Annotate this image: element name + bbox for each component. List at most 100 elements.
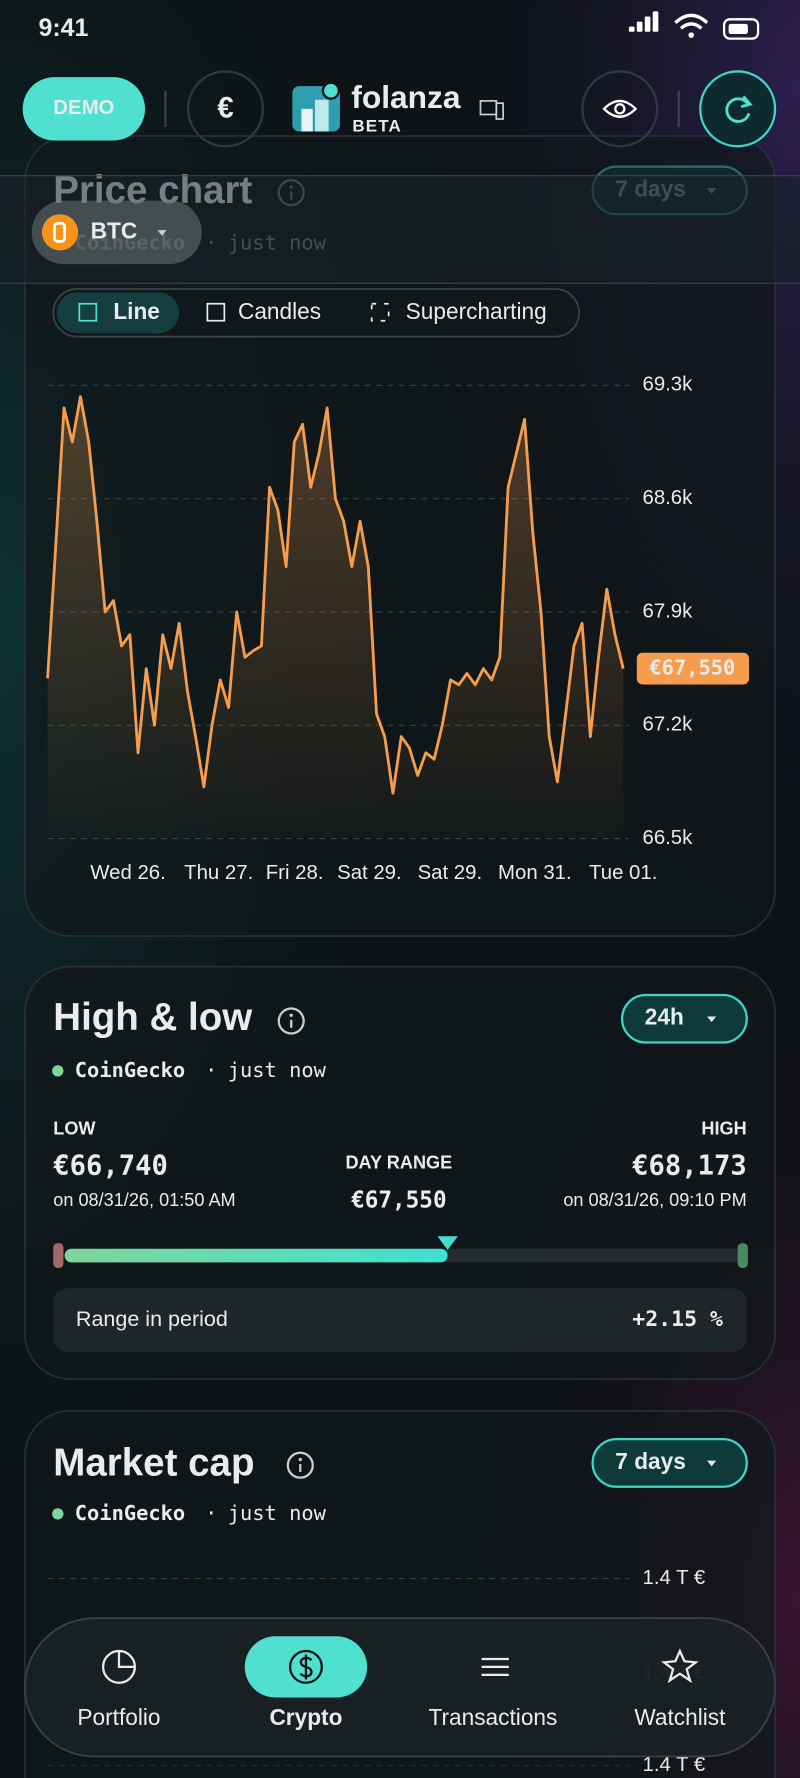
brand-badge: BETA [352,116,402,135]
signal-icon [628,26,635,32]
x-tick-label: Fri 28. [266,862,324,884]
period-dropdown-label: 24h [645,1004,684,1030]
tab-bar [52,288,580,338]
info-icon[interactable] [286,1451,314,1479]
x-tick-label: Wed 26. [90,862,166,884]
bitcoin-icon-mark [52,221,67,243]
low-label: LOW [53,1119,96,1139]
bottom-nav [24,1617,776,1758]
nav-label: Crypto [269,1704,342,1730]
price-line [46,395,625,795]
period-dropdown-label: 7 days [615,1448,686,1474]
logo [301,108,313,132]
current-value: €67,550 [351,1188,446,1214]
status-dot [52,1508,64,1520]
nav-icon [299,1654,313,1680]
y-tick-label: 67.9k [642,600,693,622]
nav-label: Transactions [428,1704,557,1730]
brand: folanza [351,79,461,115]
range-label: DAY RANGE [345,1153,452,1173]
separator: · [205,1058,217,1082]
dropdown-caret [157,230,167,236]
info-icon[interactable] [277,1007,305,1035]
low-time: on 08/31/26, 01:50 AM [53,1190,235,1210]
nav-icon [661,1648,699,1684]
period-dropdown[interactable] [620,993,748,1044]
y-tick-label: 67.2k [642,714,693,736]
updated: just now [228,1501,327,1525]
y-tick-label: 1.4 T € [642,1754,705,1776]
separator: · [205,1501,217,1525]
tab-icon [370,302,390,322]
price-area [47,396,624,839]
x-tick-label: Mon 31. [498,862,572,884]
dropdown-caret [707,1016,717,1023]
current-price-tag [636,652,750,685]
status-dot [52,1065,64,1077]
refresh-icon [725,97,751,123]
current-price-label: €67,550 [649,656,735,680]
info-icon [298,1457,302,1462]
high-label: HIGH [701,1119,746,1139]
nav-icon [117,1651,135,1669]
refresh-icon [740,95,753,108]
range-marker [437,1236,458,1250]
wifi-icon [688,32,695,39]
range-period-value: +2.15 % [632,1307,723,1332]
currency-label: € [217,92,233,125]
asset-selector[interactable] [31,200,202,265]
demo-button[interactable] [22,77,146,141]
card-title: High & low [53,996,253,1039]
eye-icon [614,103,626,115]
source: CoinGecko [75,1501,185,1525]
low-cap [53,1243,64,1269]
high-time: on 08/31/26, 09:10 PM [563,1190,746,1210]
currency-button[interactable] [186,70,265,148]
logo [321,81,340,100]
low-value: €66,740 [53,1151,168,1182]
dropdown-caret [707,1460,717,1467]
nav-icon [288,1649,323,1684]
y-tick-label: 68.6k [642,487,693,509]
y-tick-label: 1.4 T € [642,1567,705,1589]
high-cap [737,1243,748,1269]
tab: Line [113,298,160,324]
x-tick-label: Sat 29. [418,862,483,884]
high-value: €68,173 [632,1151,747,1182]
card-title: Market cap [53,1441,254,1484]
bitcoin-icon [41,214,79,251]
battery-icon [722,18,760,40]
eye-icon [602,99,638,118]
x-tick-label: Tue 01. [589,862,657,884]
nav-label: Watchlist [634,1704,726,1730]
x-tick-label: Thu 27. [184,862,253,884]
tab: Supercharting [406,298,547,324]
signal-icon [636,21,643,32]
tab-icon [78,302,98,322]
source: CoinGecko [75,1058,185,1082]
device-icon [495,102,504,120]
range-period-label: Range in period [76,1307,228,1331]
tab-active [56,292,180,334]
y-tick-label: 66.5k [642,827,693,849]
info-icon [289,1013,293,1018]
signal-icon [644,16,651,32]
battery-icon [728,23,748,35]
period-dropdown[interactable] [591,1438,748,1488]
nav-label: Portfolio [77,1704,160,1730]
tab: Candles [238,298,321,324]
high-low-card [24,965,776,1380]
range-fill [64,1248,448,1263]
y-tick-label: 69.3k [642,374,693,396]
privacy-button[interactable] [581,70,659,148]
updated: just now [228,1058,327,1082]
logo [315,99,329,132]
asset-label: BTC [91,217,138,243]
refresh-button[interactable] [699,70,777,148]
signal-icon [652,11,659,32]
tab-icon [206,302,226,322]
wifi-icon [674,13,709,30]
